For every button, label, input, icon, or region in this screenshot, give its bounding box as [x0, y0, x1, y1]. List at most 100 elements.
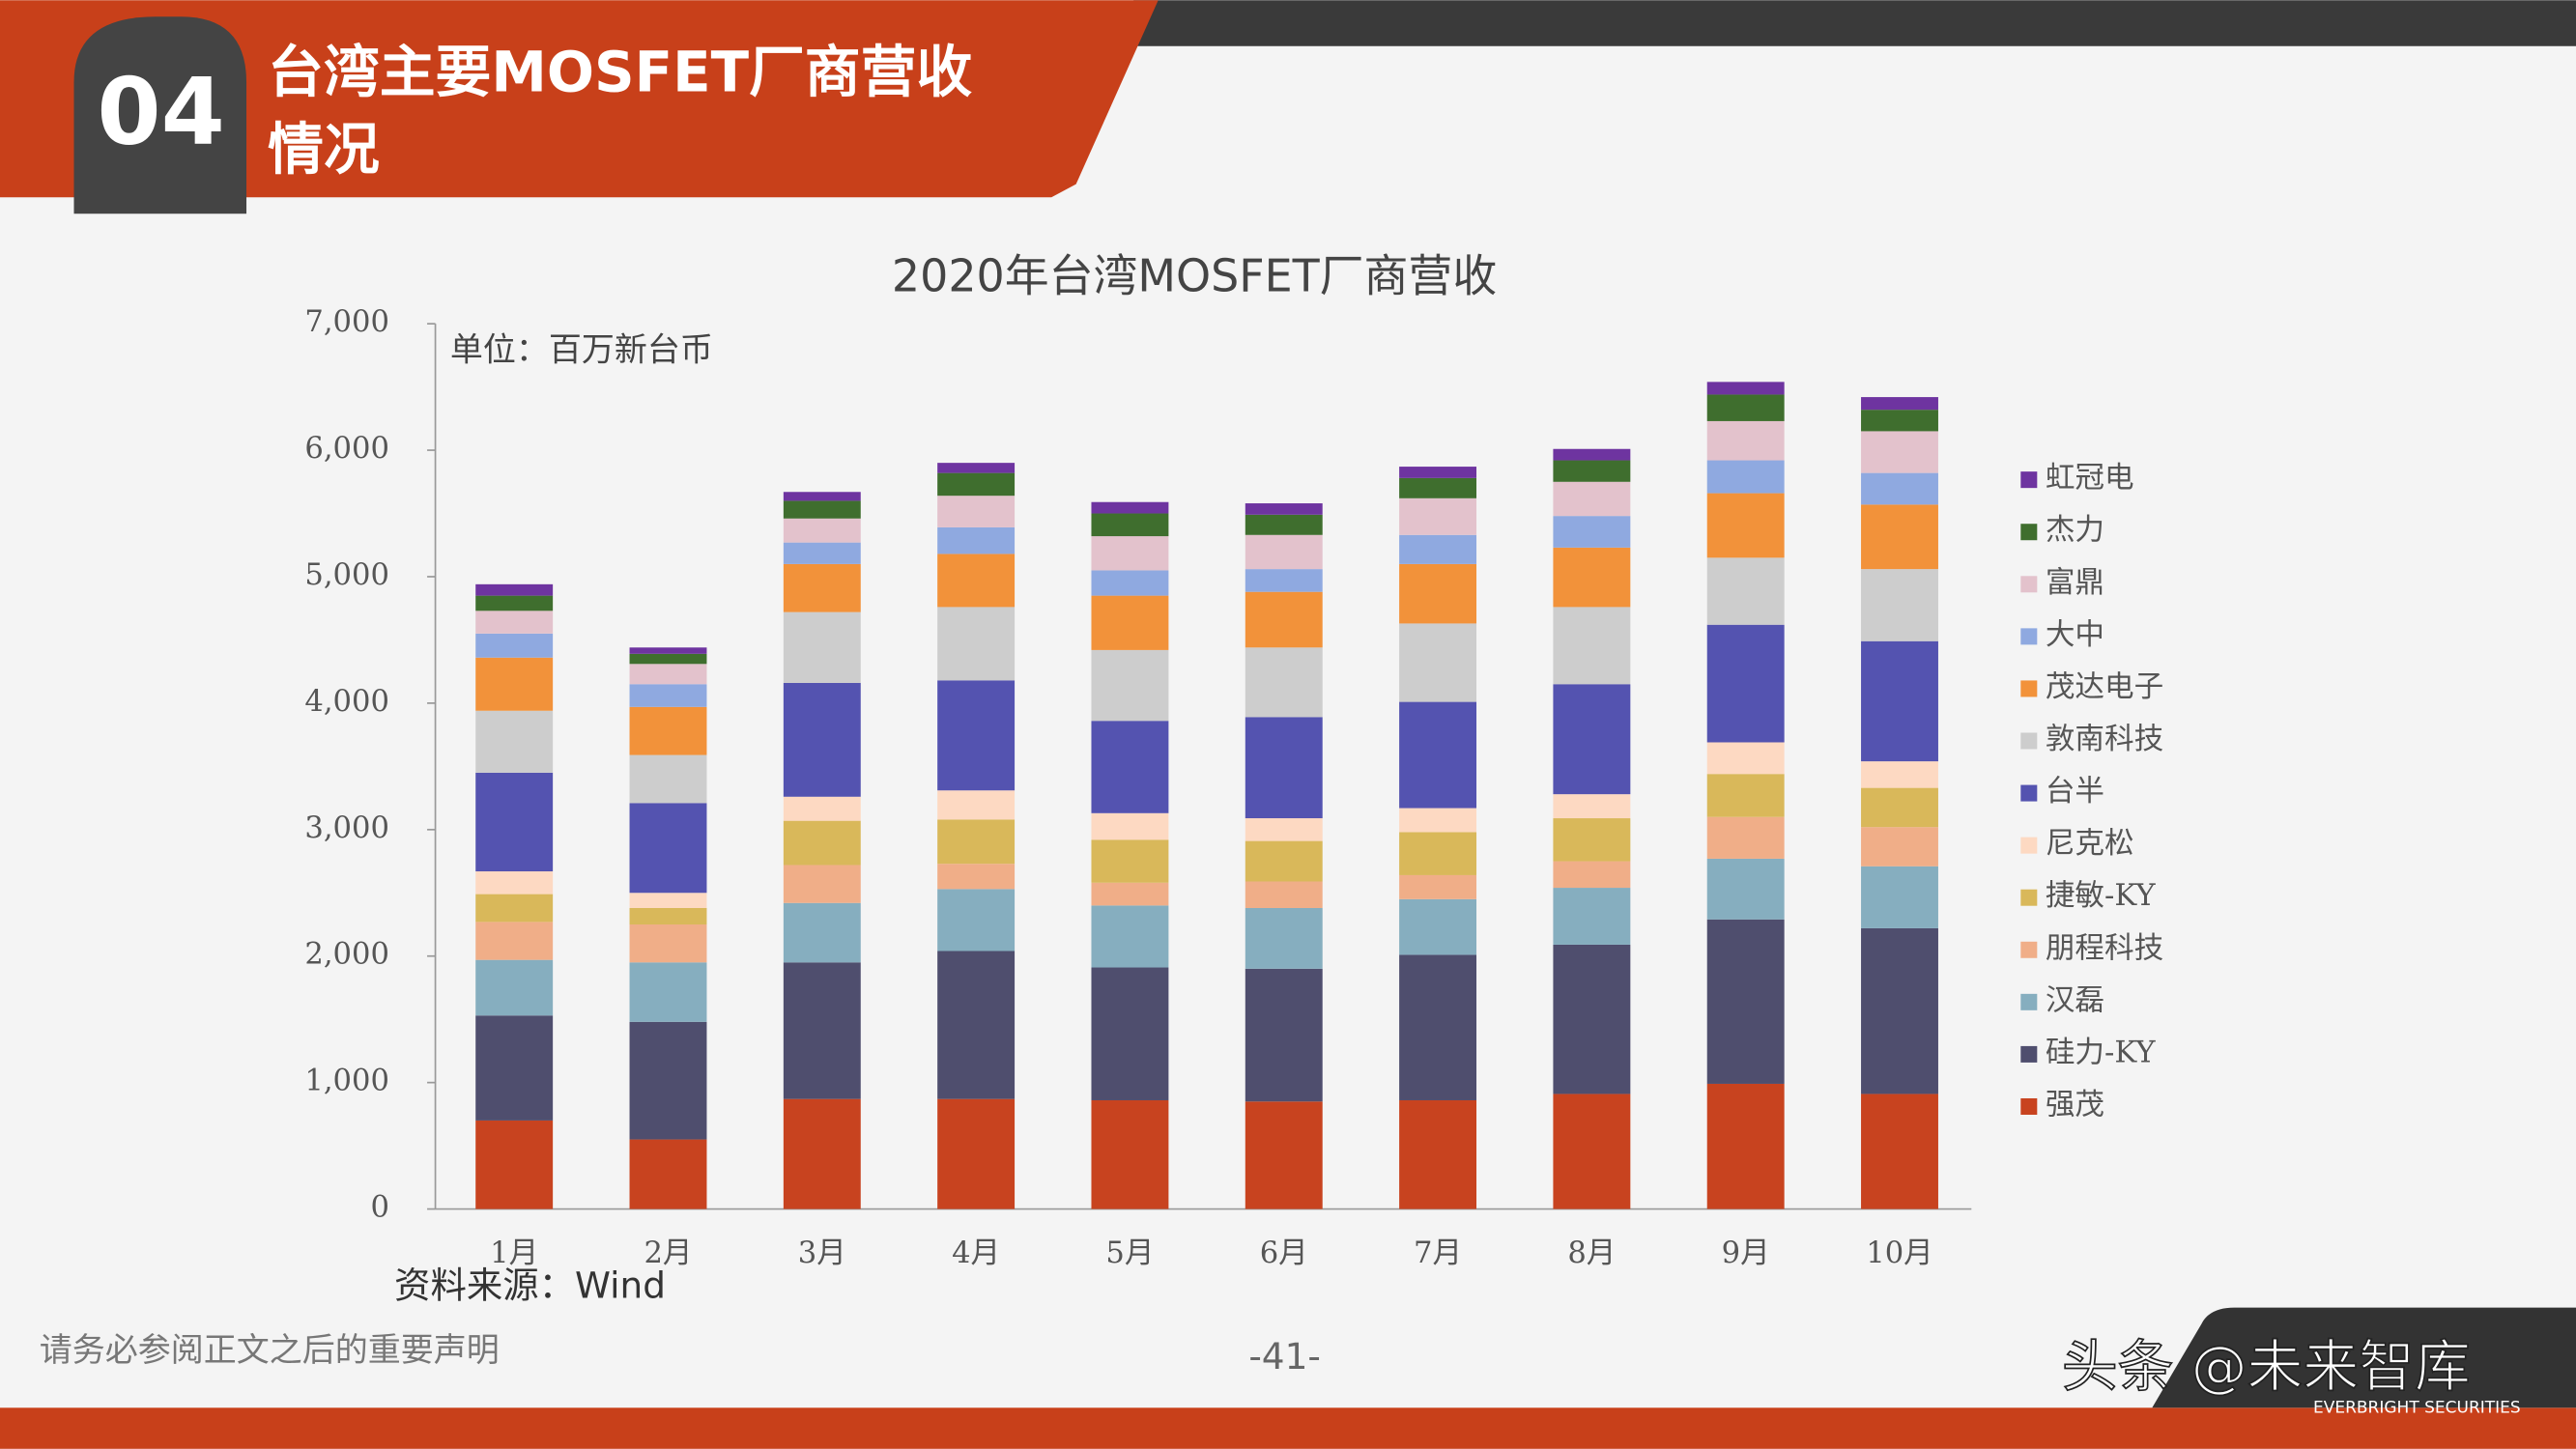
header-title: 情况	[268, 116, 380, 182]
bar-segment	[629, 907, 707, 925]
logo-band	[2152, 1307, 2576, 1408]
bar-segment	[1553, 944, 1631, 1094]
bar-segment	[1706, 919, 1785, 1084]
bar-segment	[1553, 607, 1631, 685]
bar-segment	[783, 902, 861, 963]
legend-swatch	[2020, 889, 2038, 906]
bar-segment	[1091, 513, 1169, 537]
bottom-bar	[0, 1407, 2576, 1449]
bar-segment	[1091, 905, 1169, 968]
bar-segment	[629, 1139, 707, 1209]
legend-label: 朋程科技	[2046, 931, 2163, 965]
x-tick-label: 5月	[1105, 1236, 1154, 1270]
legend-label: 强茂	[2046, 1088, 2104, 1122]
bar-segment	[783, 682, 861, 797]
bar-segment	[1553, 448, 1631, 461]
bar-segment	[629, 962, 707, 1022]
bar-segment	[937, 526, 1016, 554]
bar-segment	[475, 710, 554, 773]
x-tick-label: 7月	[1414, 1236, 1462, 1270]
y-tick-label: 7,000	[304, 305, 389, 339]
bar-segment	[1861, 472, 1938, 505]
bar-segment	[1091, 536, 1169, 571]
x-tick-label: 10月	[1866, 1236, 1933, 1270]
bar-segment	[1706, 1083, 1785, 1209]
bar-segment	[1091, 839, 1169, 883]
bar-segment	[937, 1098, 1016, 1209]
bar-segment	[1553, 516, 1631, 548]
bar-segment	[783, 492, 861, 501]
legend-swatch	[2020, 941, 2038, 958]
bar-segment	[1245, 907, 1323, 969]
legend-swatch	[2020, 1097, 2038, 1115]
bar-segment	[1861, 787, 1938, 828]
y-tick-label: 6,000	[304, 432, 389, 466]
bar-segment	[1861, 1094, 1938, 1209]
bar-segment	[937, 472, 1016, 497]
bar-segment	[1245, 1101, 1323, 1209]
bar-segment	[629, 1021, 707, 1140]
y-tick-label: 3,000	[304, 811, 389, 845]
bar-segment	[1706, 816, 1785, 859]
bar-segment	[1245, 534, 1323, 570]
bar-segment	[1706, 742, 1785, 775]
bar-segment	[1553, 818, 1631, 862]
bar-segment	[1091, 1099, 1169, 1209]
legend-swatch	[2020, 628, 2038, 645]
legend-swatch	[2020, 784, 2038, 802]
bar-segment	[1553, 861, 1631, 889]
bar-segment	[475, 772, 554, 872]
bar-segment	[1399, 467, 1477, 478]
bar-segment	[937, 680, 1016, 791]
legend-swatch	[2020, 576, 2038, 593]
bar-segment	[783, 500, 861, 519]
bar-segment	[1399, 623, 1477, 702]
unit-note: 单位：百万新台币	[450, 331, 713, 370]
bar-segment	[1706, 493, 1785, 558]
bar-segment	[475, 633, 554, 658]
bar-segment	[475, 894, 554, 923]
bar-segment	[1399, 477, 1477, 498]
legend-swatch	[2020, 993, 2038, 1010]
bar-segment	[937, 463, 1016, 473]
bar-segment	[1245, 591, 1323, 648]
bar-segment	[937, 864, 1016, 890]
bar-segment	[783, 1098, 861, 1209]
legend-label: 捷敏-KY	[2046, 879, 2157, 913]
bar-segment	[937, 889, 1016, 952]
brand: EVERBRIGHT SECURITIES	[2313, 1398, 2521, 1417]
chart-title: 2020年台湾MOSFET厂商营收	[892, 250, 1497, 302]
bar-segment	[783, 796, 861, 821]
legend-swatch	[2020, 1045, 2038, 1063]
bar-segment	[1245, 968, 1323, 1102]
bar-segment	[1399, 534, 1477, 564]
top-bar	[1117, 0, 2576, 46]
y-tick-label: 5,000	[304, 558, 389, 592]
legend-swatch	[2020, 837, 2038, 854]
bar-segment	[937, 819, 1016, 865]
bar-segment	[1706, 382, 1785, 395]
legend-label: 敦南科技	[2046, 723, 2163, 756]
number-tab	[73, 16, 247, 214]
bar-segment	[629, 647, 707, 654]
bar-segment	[1553, 481, 1631, 517]
legend-label: 大中	[2046, 618, 2104, 652]
bar-segment	[1861, 761, 1938, 788]
bar-segment	[783, 820, 861, 866]
bar-segment	[1399, 497, 1477, 535]
bar-segment	[629, 653, 707, 665]
bar-segment	[937, 554, 1016, 608]
bar-segment	[1245, 818, 1323, 841]
bar-segment	[1091, 721, 1169, 813]
bar-segment	[1553, 547, 1631, 608]
x-tick-label: 1月	[490, 1236, 538, 1270]
bar-segment	[1091, 882, 1169, 906]
bar-segment	[1399, 898, 1477, 955]
bar-segment	[783, 962, 861, 1099]
bar-segment	[1091, 812, 1169, 840]
bar-segment	[1399, 1099, 1477, 1209]
bar-segment	[1399, 563, 1477, 624]
legend-swatch	[2020, 732, 2038, 750]
